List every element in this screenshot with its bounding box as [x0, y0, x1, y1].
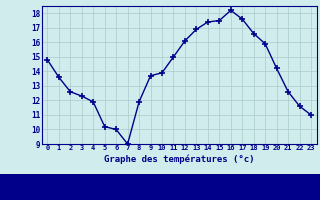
X-axis label: Graphe des températures (°c): Graphe des températures (°c) — [104, 154, 254, 164]
